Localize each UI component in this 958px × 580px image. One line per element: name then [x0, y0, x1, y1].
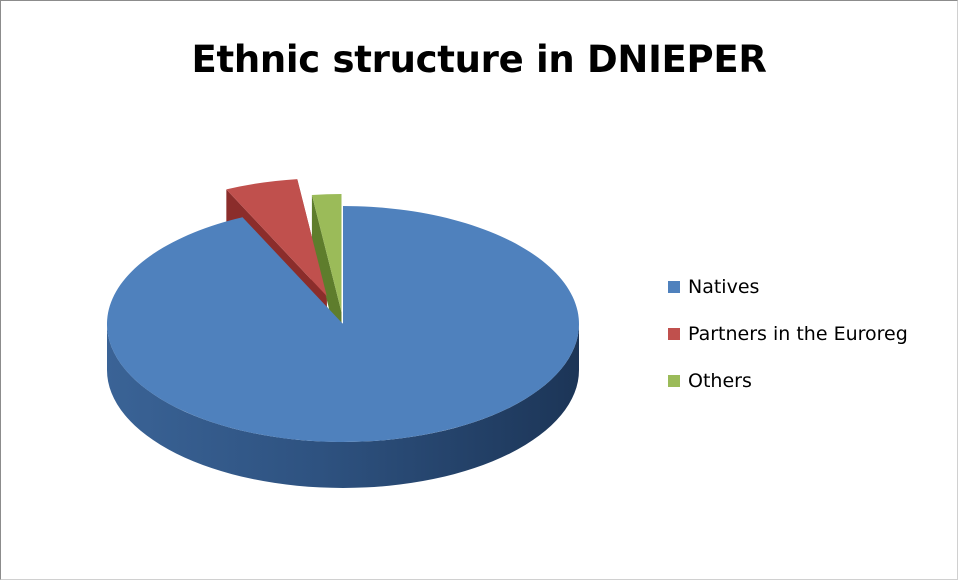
pie-slices	[107, 179, 579, 442]
legend-label-partners: Partners in the Euroreg	[688, 323, 908, 345]
legend-label-others: Others	[688, 370, 752, 392]
pie-slice-natives	[107, 206, 579, 442]
legend-swatch-natives	[668, 281, 680, 293]
legend-swatch-others	[668, 375, 680, 387]
legend-swatch-partners	[668, 328, 680, 340]
legend-label-natives: Natives	[688, 276, 759, 298]
